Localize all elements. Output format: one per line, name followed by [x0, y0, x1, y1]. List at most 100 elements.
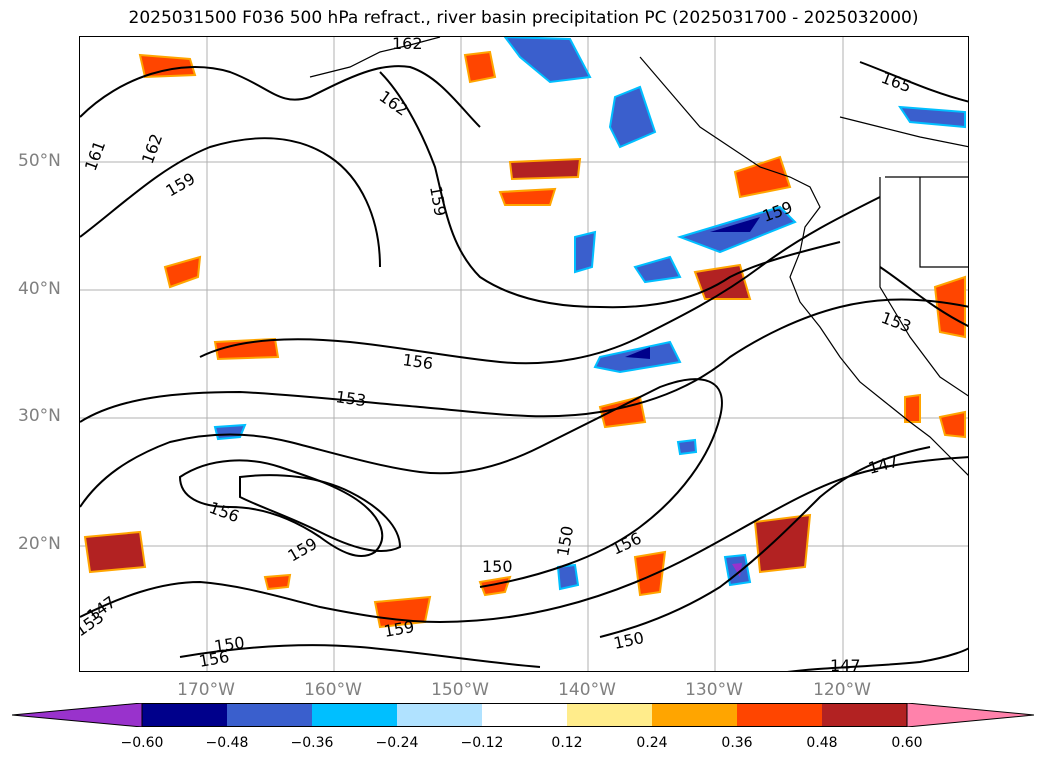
lat-label-20n: 20°N — [18, 534, 61, 554]
contour-line — [80, 137, 381, 268]
state-boundary — [919, 177, 968, 268]
contour-line — [599, 446, 931, 638]
contour-line — [178, 459, 384, 557]
precip-blob — [753, 513, 812, 574]
contour-line — [379, 71, 841, 309]
contour-label: 156 — [609, 528, 645, 558]
colorbar-bin — [397, 703, 482, 727]
colorbar-tick: 0.60 — [891, 735, 923, 751]
contour-label: 162 — [376, 87, 412, 120]
contour-line — [80, 298, 968, 423]
north-america-coast — [639, 56, 968, 476]
contour-label: 150 — [553, 524, 577, 557]
colorbar-extend-high — [906, 703, 1034, 727]
coastlines — [309, 37, 968, 476]
contour-label: 156 — [401, 350, 434, 373]
precip-blob — [608, 85, 657, 149]
precip-blob — [733, 155, 792, 199]
contour-line — [239, 474, 402, 553]
contour-label: 150 — [482, 557, 513, 576]
contour-label: 165 — [879, 68, 914, 96]
colorbar-bin — [567, 703, 652, 727]
colorbar-bin — [227, 703, 312, 727]
contour-label: 159 — [382, 617, 415, 641]
lon-label-150w: 150°W — [431, 680, 489, 700]
colorbar — [12, 703, 1034, 727]
precip-blob — [463, 50, 497, 84]
precip-blob — [633, 255, 682, 284]
contour-label: 147 — [830, 656, 861, 672]
contour-line — [879, 266, 968, 328]
precip-blob — [710, 217, 760, 232]
contour-label: 161 — [81, 138, 109, 173]
colorbar-tick: −0.24 — [375, 735, 419, 751]
colorbar-tick: 0.12 — [551, 735, 583, 751]
precip-blob — [478, 575, 512, 597]
colorbar-bin — [482, 703, 567, 727]
precip-blob — [676, 438, 698, 456]
contour-label: 159 — [285, 534, 321, 566]
colorbar-bin — [142, 703, 227, 727]
contour-label: 156 — [207, 498, 242, 526]
graticule — [80, 37, 968, 671]
contour-label: 159 — [163, 169, 199, 201]
colorbar-tick: 0.36 — [721, 735, 753, 751]
precip-blob — [498, 187, 557, 206]
precip-blob — [508, 157, 582, 181]
contour-label: 150 — [213, 633, 246, 656]
contour-line — [80, 456, 968, 624]
lon-label-140w: 140°W — [558, 680, 616, 700]
precip-blob — [163, 255, 202, 289]
contour-label: 162 — [392, 37, 423, 53]
map-canvas: 162 162 165 161 162 159 159 159 156 153 … — [80, 37, 968, 672]
contour-line — [859, 61, 968, 103]
colorbar-bin — [652, 703, 737, 727]
refractivity-contours — [80, 61, 968, 671]
negative-anomaly-regions — [213, 37, 966, 591]
colorbar-bin — [737, 703, 822, 727]
state-boundary — [879, 177, 968, 397]
colorbar-extend-low — [12, 703, 143, 727]
contour-label: 153 — [879, 308, 914, 336]
precip-blob — [263, 573, 292, 591]
contour-line — [80, 65, 481, 128]
colorbar-bin — [312, 703, 397, 727]
precip-blob — [503, 37, 592, 84]
map-title: 2025031500 F036 500 hPa refract., river … — [128, 8, 919, 28]
contour-line — [179, 644, 541, 668]
colorbar-outline — [141, 703, 908, 727]
precip-blob — [556, 563, 580, 591]
map-panel[interactable]: 162 162 165 161 162 159 159 159 156 153 … — [79, 36, 969, 672]
precip-blob — [898, 105, 966, 129]
precip-blob — [633, 550, 667, 597]
lat-label-30n: 30°N — [18, 406, 61, 426]
contour-label: 147 — [866, 452, 900, 478]
precip-blob — [625, 347, 650, 359]
precip-blob — [933, 275, 966, 339]
lon-label-170w: 170°W — [177, 680, 235, 700]
precip-blob — [213, 423, 247, 441]
contour-label-group: 162 162 165 161 162 159 159 159 156 153 … — [80, 37, 914, 672]
lat-label-50n: 50°N — [18, 151, 61, 171]
precip-blob — [904, 393, 921, 423]
lon-label-130w: 130°W — [685, 680, 743, 700]
precip-blob — [938, 410, 966, 439]
contour-line — [80, 378, 723, 588]
contour-label: 153 — [334, 387, 367, 410]
precip-blob — [598, 395, 647, 429]
lon-label-160w: 160°W — [304, 680, 362, 700]
precip-shading — [83, 37, 966, 629]
colorbar-tick: −0.36 — [290, 735, 334, 751]
lat-label-40n: 40°N — [18, 279, 61, 299]
precip-blob — [138, 53, 197, 79]
contour-label: 162 — [138, 131, 166, 166]
contour-line — [199, 196, 881, 365]
canada-boundary — [839, 116, 968, 148]
contour-line — [787, 647, 968, 671]
precip-blob — [574, 230, 597, 274]
precip-blob — [213, 337, 280, 361]
contour-label: 159 — [426, 184, 450, 217]
lon-label-120w: 120°W — [813, 680, 871, 700]
precip-blob — [83, 530, 147, 574]
colorbar-tick: −0.48 — [205, 735, 249, 751]
